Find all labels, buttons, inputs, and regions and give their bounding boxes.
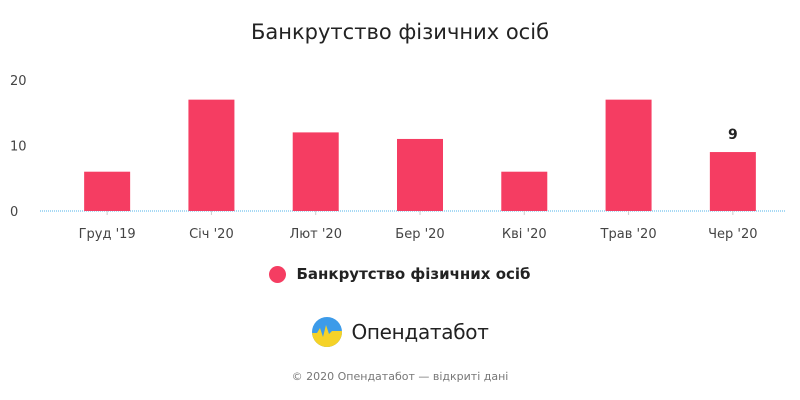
x-tick-label: Груд '19 <box>79 227 136 242</box>
x-axis: Груд '19 Січ '20 Лют '20 Бер '20 Кві '20 Трав… <box>79 211 758 242</box>
legend-swatch <box>269 265 287 283</box>
bar-series <box>84 99 756 211</box>
x-tick-label: Лют '20 <box>289 227 342 242</box>
bar[interactable] <box>501 171 548 211</box>
bar[interactable] <box>709 152 756 211</box>
x-tick-label: Кві '20 <box>502 227 547 242</box>
bar[interactable] <box>292 132 339 211</box>
y-tick-label: 10 <box>10 140 27 155</box>
legend[interactable]: Банкрутство фізичних осіб <box>0 265 800 283</box>
bar[interactable] <box>188 99 235 211</box>
x-tick-label: Бер '20 <box>395 227 444 242</box>
y-tick-label: 20 <box>10 74 27 89</box>
bar[interactable] <box>605 99 652 211</box>
x-tick-label: Трав '20 <box>600 227 657 242</box>
brand-name: Опендатабот <box>351 320 489 344</box>
legend-label: Банкрутство фізичних осіб <box>296 265 531 283</box>
x-tick-label: Чер '20 <box>708 227 757 242</box>
data-label: 9 <box>728 127 738 143</box>
footer-copyright: © 2020 Опендатабот — відкриті дані <box>291 370 509 383</box>
brand[interactable]: Опендатабот <box>0 316 800 348</box>
opendatabot-logo-icon <box>312 317 343 347</box>
bar[interactable] <box>84 171 131 211</box>
bar-chart: 0 10 20 Груд '19 Січ '20 Лют '20 Бер '20 Кві '… <box>10 74 785 242</box>
y-axis: 0 10 20 <box>10 74 27 220</box>
data-labels: 9 <box>728 127 738 143</box>
y-tick-label: 0 <box>10 205 18 220</box>
x-tick-label: Січ '20 <box>189 227 234 242</box>
bar[interactable] <box>397 138 443 211</box>
chart-title: Банкрутство фізичних осіб <box>250 20 550 44</box>
